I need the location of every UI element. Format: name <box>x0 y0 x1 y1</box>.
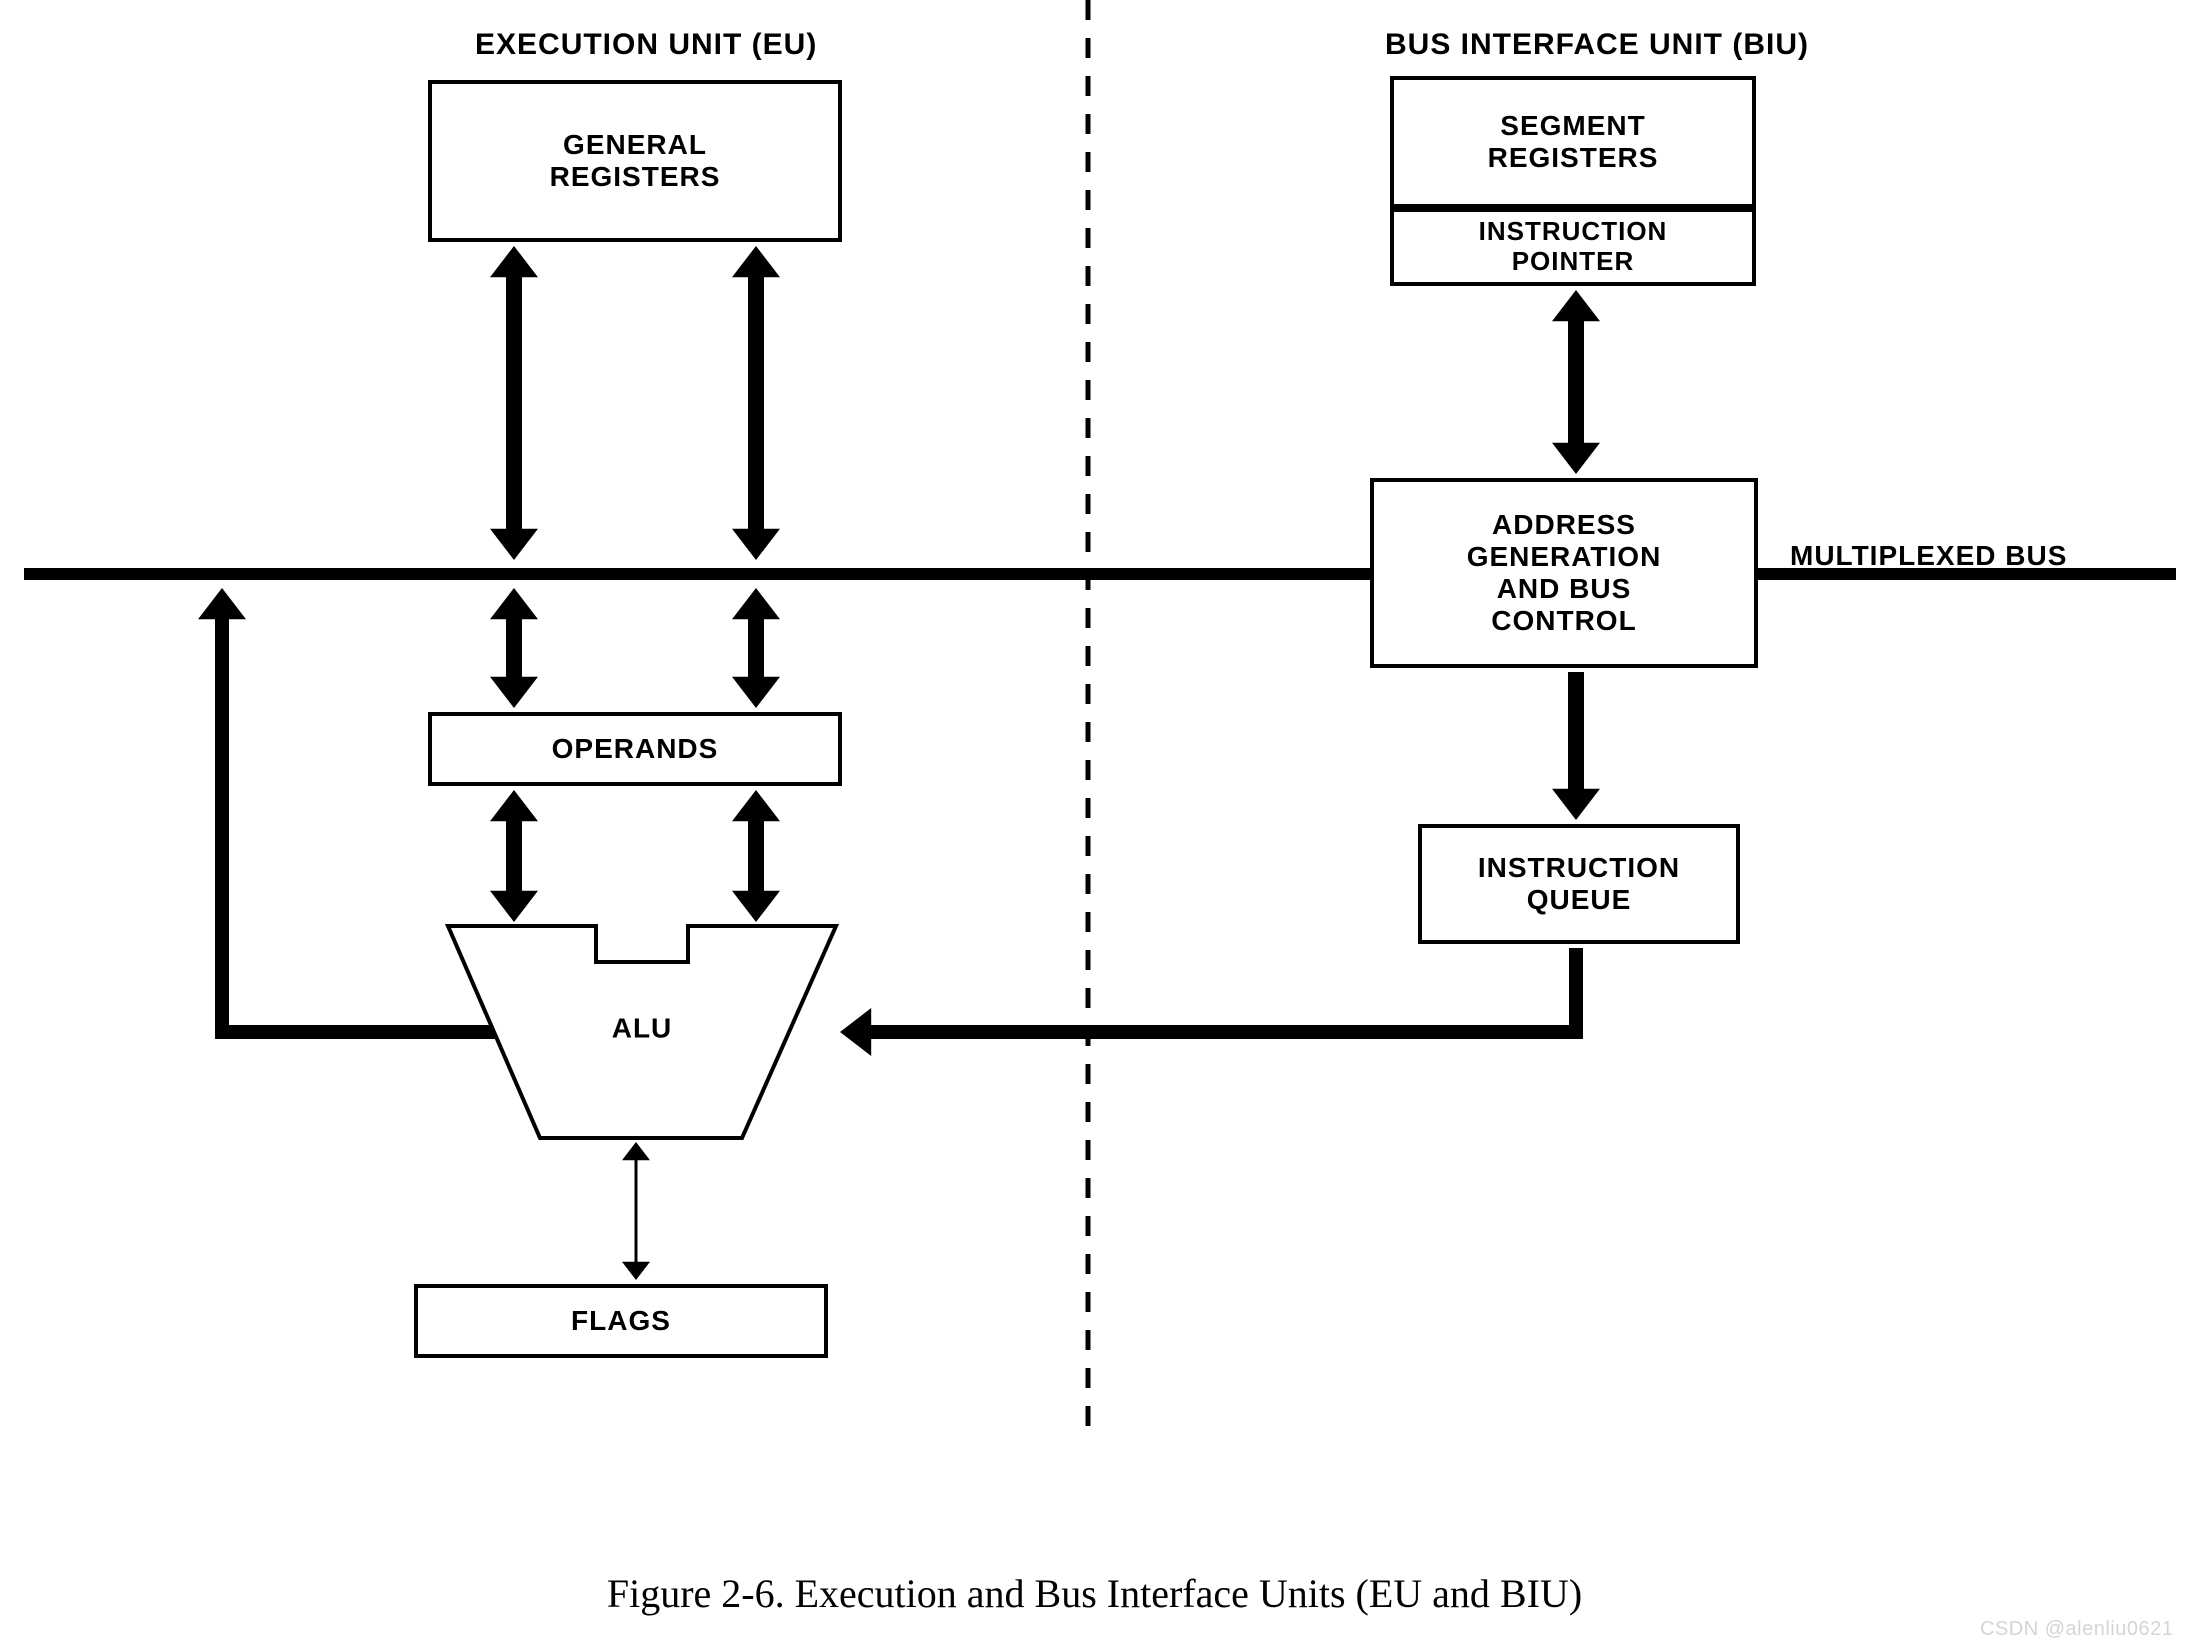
conn-addrgen-iq-head <box>1552 789 1600 820</box>
header-bus-interface-unit: BUS INTERFACE UNIT (BIU) <box>1385 28 1809 62</box>
label-and-bus: AND BUS <box>1497 573 1632 604</box>
conn-operands-alu-left-head-down <box>490 891 538 922</box>
box-segment-registers: SEGMENT REGISTERS <box>1390 76 1756 208</box>
conn-operands-alu-left-head-up <box>490 790 538 821</box>
conn-alu-flags-head-up <box>622 1142 650 1160</box>
conn-ip-addrgen-head-down <box>1552 443 1600 474</box>
label-registers-2: REGISTERS <box>1488 142 1659 173</box>
box-address-generation: ADDRESS GENERATION AND BUS CONTROL <box>1370 478 1758 668</box>
label-flags: FLAGS <box>571 1305 671 1337</box>
box-general-registers: GENERAL REGISTERS <box>428 80 842 242</box>
conn-ip-addrgen-head-up <box>1552 290 1600 321</box>
conn-alu-flags-head-down <box>622 1262 650 1280</box>
label-segment: SEGMENT <box>1500 110 1645 141</box>
label-instruction: INSTRUCTION <box>1478 852 1680 883</box>
label-address: ADDRESS <box>1492 509 1636 540</box>
conn-genreg-bus-left-head-up <box>490 246 538 277</box>
figure-caption: Figure 2-6. Execution and Bus Interface … <box>0 1570 2189 1617</box>
box-operands: OPERANDS <box>428 712 842 786</box>
label-alu: ALU <box>612 1012 673 1043</box>
conn-genreg-bus-right-head-up <box>732 246 780 277</box>
conn-operands-alu-right-head-down <box>732 891 780 922</box>
conn-bus-operands-right-head-up <box>732 588 780 619</box>
label-queue: QUEUE <box>1527 884 1632 915</box>
label-multiplexed-bus: MULTIPLEXED BUS <box>1790 540 2067 572</box>
header-execution-unit: EXECUTION UNIT (EU) <box>475 28 817 62</box>
conn-alu-loop-head <box>198 588 246 619</box>
conn-iq-alu-head <box>840 1008 871 1056</box>
box-flags: FLAGS <box>414 1284 828 1358</box>
label-control: CONTROL <box>1491 605 1636 636</box>
conn-bus-operands-left-head-down <box>490 677 538 708</box>
conn-bus-operands-left-head-up <box>490 588 538 619</box>
conn-genreg-bus-left-head-down <box>490 529 538 560</box>
svg-layer: ALU <box>0 0 2189 1639</box>
label-general: GENERAL <box>563 129 707 160</box>
label-generation: GENERATION <box>1467 541 1662 572</box>
conn-genreg-bus-right-head-down <box>732 529 780 560</box>
conn-operands-alu-right-head-up <box>732 790 780 821</box>
box-instruction-pointer: INSTRUCTIONPOINTER <box>1390 208 1756 286</box>
watermark: CSDN @alenliu0621 <box>1980 1618 2173 1641</box>
label-operands: OPERANDS <box>552 733 719 765</box>
box-instruction-queue: INSTRUCTION QUEUE <box>1418 824 1740 944</box>
conn-bus-operands-right-head-down <box>732 677 780 708</box>
label-registers: REGISTERS <box>550 161 721 192</box>
label-instruction-pointer: INSTRUCTIONPOINTER <box>1479 217 1668 277</box>
diagram-stage: ALU EXECUTION UNIT (EU) BUS INTERFACE UN… <box>0 0 2189 1639</box>
